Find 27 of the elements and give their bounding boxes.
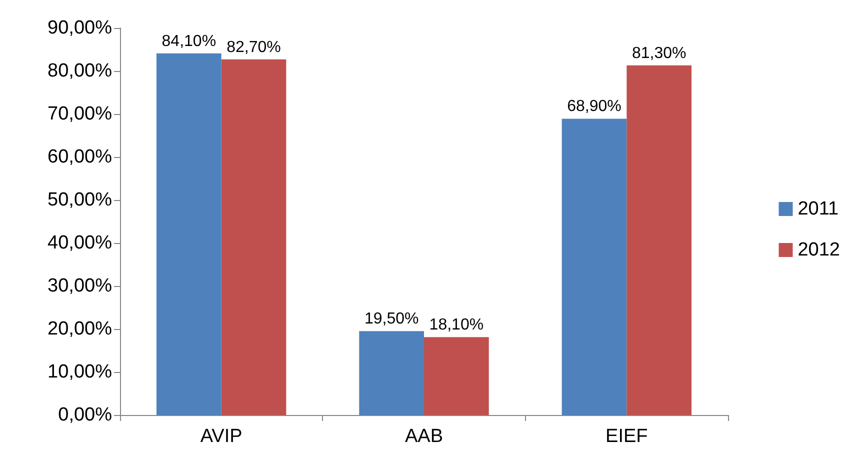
data-label: 82,70% [226,38,281,56]
y-tick-label: 0,00% [58,404,112,426]
x-tick-label: EIEF [606,426,648,447]
data-label: 18,10% [429,316,484,334]
legend-label: 2011 [798,198,839,220]
bar [359,331,424,415]
bar [424,337,489,415]
x-tick-label: AVIP [200,426,242,447]
y-tick-label: 70,00% [48,104,112,124]
x-tick-label: AAB [404,426,444,447]
legend-label: 2012 [798,240,840,260]
bar [626,65,692,415]
y-tick-label: 60,00% [48,146,112,168]
y-tick-label: 80,00% [48,60,112,82]
bar [562,118,627,415]
bar [221,59,286,415]
y-tick-label: 90,00% [48,18,112,38]
data-label: 84,10% [162,32,216,50]
y-tick-label: 50,00% [48,190,112,210]
y-tick-label: 20,00% [48,318,112,340]
data-label: 68,90% [567,98,622,116]
bar [156,53,222,415]
y-tick-label: 10,00% [48,362,112,382]
y-tick-label: 30,00% [48,276,112,296]
y-tick-label: 40,00% [48,232,112,254]
data-label: 81,30% [632,44,686,62]
data-label: 19,50% [364,310,419,328]
